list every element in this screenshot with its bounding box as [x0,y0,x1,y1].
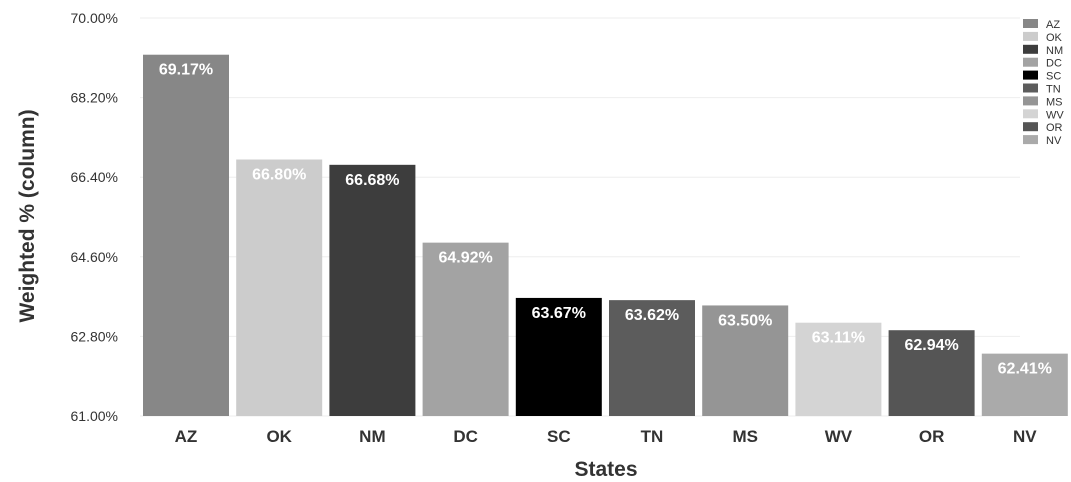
x-tick-label: MS [732,427,758,446]
x-tick-label: TN [641,427,664,446]
legend-label: OR [1046,122,1063,134]
data-label: 63.50% [718,312,772,329]
x-tick-label: NM [359,427,385,446]
legend-swatch [1023,19,1038,28]
legend-label: NM [1046,45,1063,57]
legend-swatch [1023,109,1038,119]
data-label: 62.41% [998,361,1052,378]
bars-layer: 69.17% 66.80% 66.68% 64.92% 63.67% 63.62% 63.5… [143,54,1068,417]
legend-label: SC [1046,71,1061,83]
y-tick-label: 66.40% [71,169,118,185]
y-ticks: 61.00% 62.80% 64.60% 66.40% 68.20% 70.00% [71,10,118,424]
bar-wv [795,322,882,416]
legend-label: TN [1046,84,1061,96]
bar-sc [515,297,602,416]
legend-label: OK [1046,32,1063,44]
legend-label: DC [1046,58,1062,70]
data-label: 66.80% [252,167,306,184]
data-label: 69.17% [159,62,213,79]
y-tick-label: 68.20% [71,90,118,106]
data-label: 62.94% [904,337,958,354]
y-tick-label: 62.80% [71,328,118,344]
legend-swatch [1023,135,1038,145]
data-label: 63.67% [532,305,586,322]
legend-swatch [1023,70,1038,80]
legend-label: NV [1046,135,1062,147]
legend-swatch [1023,83,1038,93]
y-tick-label: 70.00% [71,10,118,26]
legend-swatch [1023,57,1038,67]
x-axis-title: States [574,458,637,481]
y-tick-label: 64.60% [71,249,118,265]
x-tick-label: WV [825,427,853,446]
bar-nv [981,353,1068,416]
x-tick-label: OK [266,427,292,446]
data-label: 64.92% [438,250,492,267]
x-tick-label: NV [1013,427,1037,446]
y-tick-label: 61.00% [71,408,118,424]
bar-dc [422,242,509,416]
data-label: 63.62% [625,307,679,324]
bar-az [143,54,229,417]
data-label: 63.11% [812,330,865,347]
x-tick-label: DC [453,427,478,446]
legend-swatch [1023,96,1038,106]
x-tick-label: OR [919,427,945,446]
bar-tn [609,300,695,416]
legend-label: WV [1046,109,1064,121]
data-label: 66.68% [345,172,399,189]
legend-label: MS [1046,96,1063,108]
bar-or [888,330,975,416]
legend-label: AZ [1046,19,1060,31]
legend-swatch [1023,122,1038,132]
bar-nm [329,164,416,416]
y-axis-title: Weighted % (column) [16,109,39,322]
legend-swatch [1023,44,1038,54]
legend-swatch [1023,31,1038,41]
x-tick-label: SC [547,427,571,446]
bar-ok [236,159,323,416]
x-ticks: AZ OK NM DC SC TN MS WV OR NV [175,427,1038,446]
x-tick-label: AZ [175,427,198,446]
bar-ms [702,305,789,416]
